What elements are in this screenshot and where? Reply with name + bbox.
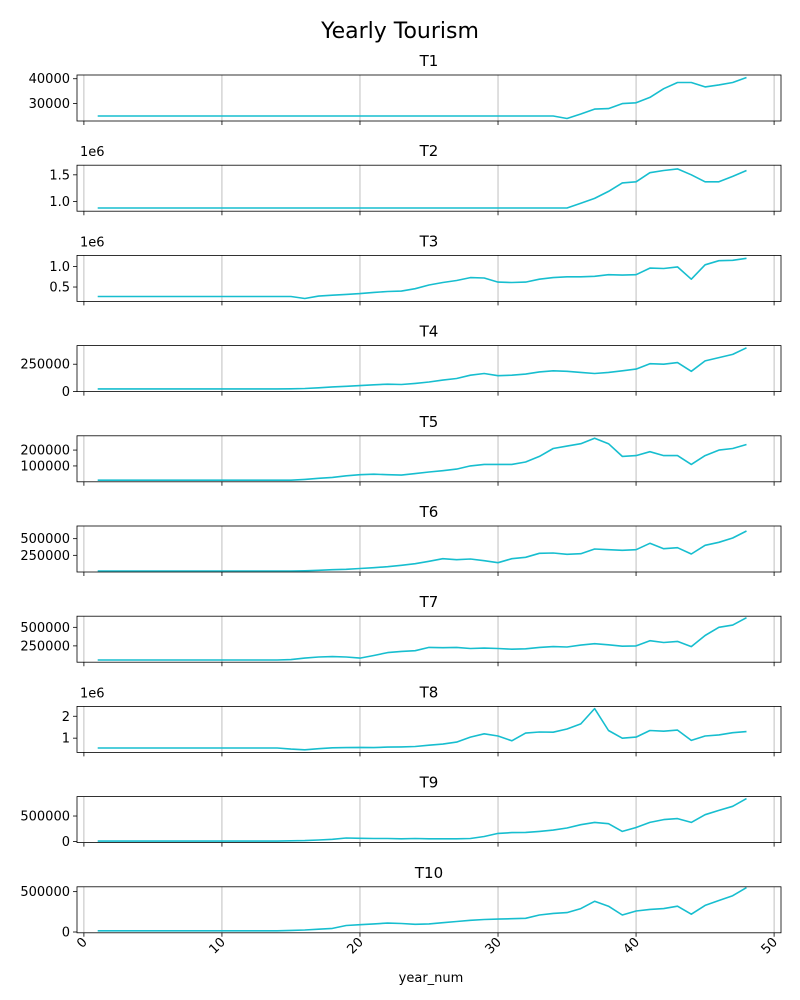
y-tick-label: 1.5 <box>49 168 70 183</box>
subplot-9: T9 0 500000 <box>20 774 782 850</box>
subplot-4: T4 0 250000 <box>20 323 782 400</box>
plot-frame <box>76 706 782 753</box>
x-tick-label: 20 <box>345 935 367 957</box>
x-axis-label: year_num <box>399 971 464 986</box>
y-tick-label: 500000 <box>20 621 70 636</box>
subplot-title: T6 <box>419 503 439 521</box>
series-line-T5 <box>97 437 747 482</box>
plot-frame <box>76 886 782 934</box>
x-tick-label: 50 <box>759 935 781 957</box>
y-tick-label: 30000 <box>29 97 70 112</box>
subplot-10: T10 0 500000 <box>20 864 782 940</box>
y-tick-label: 40000 <box>29 72 70 87</box>
subplot-7: T7 250000 500000 <box>20 593 782 667</box>
y-offset-text: 1e6 <box>80 686 105 701</box>
y-tick-label: 0.5 <box>49 281 70 296</box>
subplot-title: T7 <box>419 593 439 611</box>
series-line-T7 <box>97 616 747 661</box>
y-tick-label: 250000 <box>20 358 70 373</box>
y-tick-label: 0 <box>62 925 70 940</box>
subplot-title: T1 <box>419 52 439 70</box>
y-tick-label: 500000 <box>20 885 70 900</box>
y-tick-label: 1 <box>62 732 70 747</box>
y-tick-label: 2 <box>62 710 70 725</box>
y-offset-text: 1e6 <box>80 235 105 250</box>
x-tick-label: 30 <box>483 935 505 957</box>
y-tick-label: 0 <box>62 385 70 400</box>
x-axis: 0 10 20 30 40 50 <box>74 935 781 957</box>
subplot-2: T2 1e6 1.0 1.5 <box>49 142 782 216</box>
subplot-title: T10 <box>414 864 443 882</box>
y-tick-label: 1.0 <box>49 195 70 210</box>
series-line-T10 <box>97 886 747 932</box>
series-line-T4 <box>97 347 747 390</box>
y-tick-label: 250000 <box>20 639 70 654</box>
subplot-title: T3 <box>419 232 439 250</box>
series-line-T6 <box>97 530 747 572</box>
subplot-3: T3 1e6 0.5 1.0 <box>49 232 782 306</box>
y-tick-label: 500000 <box>20 532 70 547</box>
series-line-T8 <box>97 707 747 751</box>
y-tick-label: 1.0 <box>49 260 70 275</box>
y-tick-label: 0 <box>62 835 70 850</box>
plot-frame <box>76 254 782 302</box>
subplot-title: T8 <box>419 683 439 701</box>
subplot-8: T8 1e6 1 2 <box>62 683 782 757</box>
y-tick-label: 100000 <box>20 459 70 474</box>
plot-frame <box>76 74 782 122</box>
series-line-T9 <box>97 797 747 842</box>
plot-frame <box>76 345 782 393</box>
series-line-T2 <box>97 168 747 209</box>
y-tick-label: 200000 <box>20 444 70 459</box>
plot-frame <box>76 164 782 212</box>
x-tick-label: 10 <box>206 935 228 957</box>
subplot-panels: T13000040000T21e61.01.5T31e60.51.0T40250… <box>20 52 782 940</box>
plot-frame <box>76 796 782 843</box>
subplot-title: T5 <box>419 413 439 431</box>
series-line-T3 <box>97 257 747 300</box>
plot-frame <box>76 615 782 663</box>
subplot-6: T6 250000 500000 <box>20 503 782 576</box>
x-tick-label: 40 <box>621 935 643 957</box>
y-offset-text: 1e6 <box>80 145 105 160</box>
subplot-title: T2 <box>419 142 439 160</box>
subplot-title: T4 <box>419 323 439 341</box>
subplot-1: T1 30000 40000 <box>29 52 782 125</box>
plot-frame <box>76 525 782 573</box>
y-tick-label: 500000 <box>20 810 70 825</box>
chart-title: Yearly Tourism <box>320 19 479 44</box>
y-tick-label: 250000 <box>20 549 70 564</box>
x-tick-label: 0 <box>74 935 90 951</box>
series-line-T1 <box>97 76 747 120</box>
plot-frame <box>76 435 782 483</box>
subplot-title: T9 <box>419 774 439 792</box>
